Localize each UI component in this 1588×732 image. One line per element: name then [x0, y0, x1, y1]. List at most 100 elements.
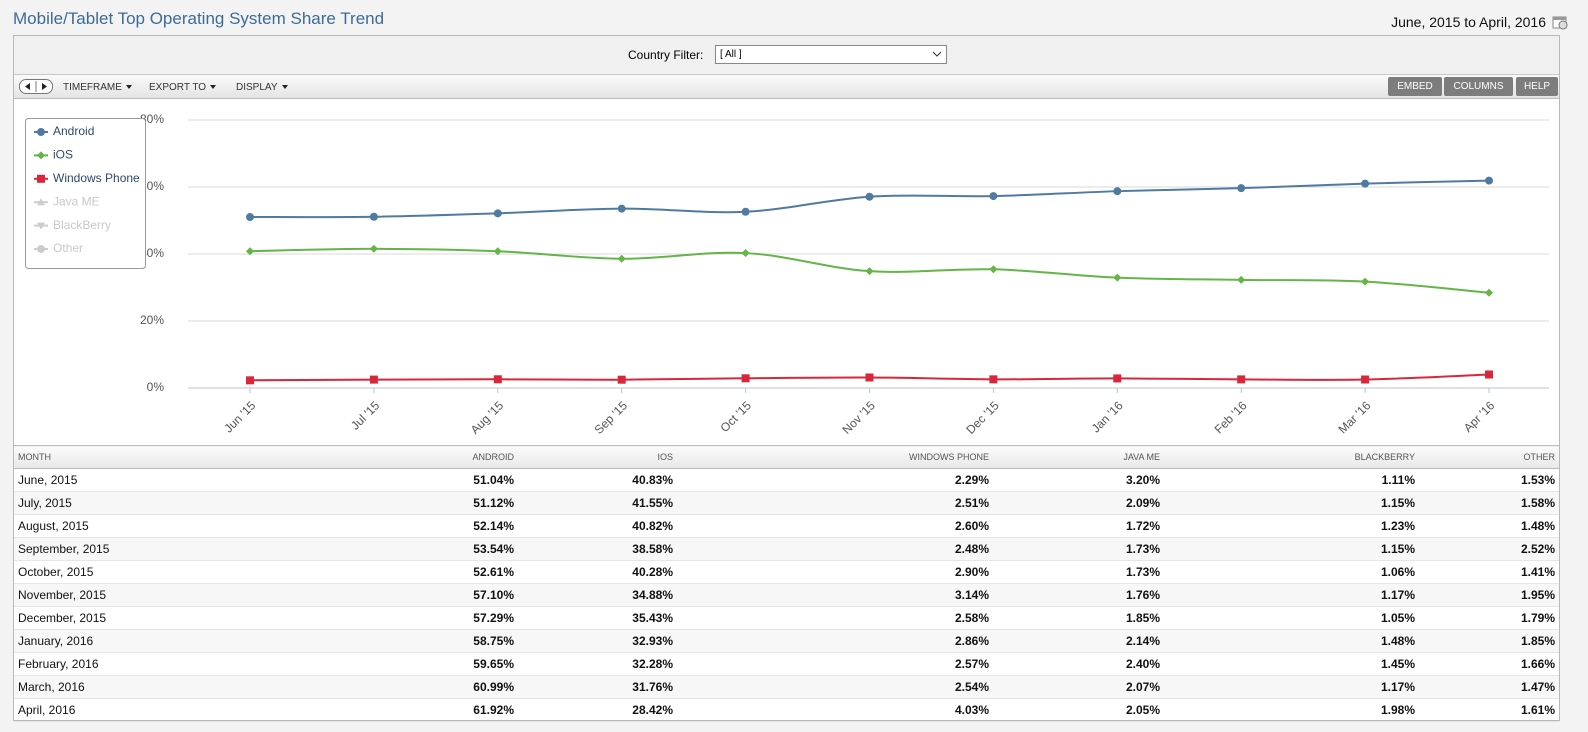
table-cell: 2.09% [993, 491, 1164, 515]
data-point [1485, 288, 1493, 297]
data-point [1237, 375, 1246, 384]
legend-label[interactable]: iOS [53, 148, 73, 162]
date-range[interactable]: June, 2015 to April, 2016 [1391, 14, 1568, 30]
table-cell: 28.42% [518, 698, 677, 722]
table-cell: 2.51% [677, 491, 993, 515]
table-row: June, 2015 51.04% 40.83% 2.29% 3.20% 1.11% 1.5… [14, 468, 1559, 492]
legend: Android iOS Windows Phone Java ME BlackBerry… [25, 118, 146, 269]
calendar-icon[interactable] [1552, 14, 1568, 30]
toolbar-button[interactable]: EMBED [1388, 77, 1442, 96]
table-row: November, 2015 57.10% 34.88% 3.14% 1.76% 1.17… [14, 583, 1559, 607]
x-tick-label: Mar '16 [1336, 398, 1374, 436]
data-point [741, 207, 750, 216]
table-cell: 1.17% [1164, 583, 1419, 607]
table-cell: 34.88% [518, 583, 677, 607]
data-point [369, 212, 378, 221]
date-range-text: June, 2015 to April, 2016 [1391, 14, 1546, 30]
table-cell: 1.73% [993, 537, 1164, 561]
table-row: August, 2015 52.14% 40.82% 2.60% 1.72% 1.23% 1… [14, 514, 1559, 538]
legend-label[interactable]: Java ME [53, 194, 100, 208]
table-cell: 32.28% [518, 652, 677, 676]
data-point [1237, 184, 1246, 193]
x-tick-label: Jun '15 [221, 398, 258, 435]
country-select[interactable]: [ All ] [715, 45, 947, 64]
table-cell: 3.14% [677, 583, 993, 607]
table-row: July, 2015 51.12% 41.55% 2.51% 2.09% 1.15% 1.5… [14, 491, 1559, 515]
x-tick-label: Oct '15 [717, 398, 754, 435]
x-tick-label: Dec '15 [963, 398, 1002, 437]
legend-label[interactable]: Windows Phone [53, 171, 140, 185]
toolbar-menu[interactable]: TIMEFRAME [63, 82, 132, 93]
data-point [1361, 375, 1370, 384]
filter-bar: Country Filter: [ All ] [14, 36, 1559, 75]
legend-label[interactable]: Android [53, 124, 94, 138]
table-cell: 2.86% [677, 629, 993, 653]
toolbar-button[interactable]: COLUMNS [1444, 77, 1513, 96]
table-row: October, 2015 52.61% 40.28% 2.90% 1.73% 1.06%… [14, 560, 1559, 584]
data-point [493, 375, 502, 384]
legend-label[interactable]: BlackBerry [53, 218, 111, 232]
toolbar-button[interactable]: HELP [1516, 77, 1558, 96]
table-cell: September, 2015 [14, 537, 314, 561]
table-cell: 1.11% [1164, 468, 1419, 492]
data-point [369, 244, 378, 253]
column-header[interactable]: ANDROID [314, 445, 518, 469]
legend-marker [37, 222, 45, 230]
table-cell: August, 2015 [14, 514, 314, 538]
x-tick-label: Nov '15 [839, 398, 878, 437]
page-title: Mobile/Tablet Top Operating System Share… [13, 9, 385, 28]
y-tick-label: 20% [140, 313, 164, 327]
table-cell: 1.98% [1164, 698, 1419, 722]
x-tick-label: Sep '15 [592, 398, 631, 437]
table-cell: 52.14% [314, 514, 518, 538]
data-point [369, 375, 378, 384]
legend-marker [37, 174, 45, 183]
table-cell: 2.58% [677, 606, 993, 630]
data-point [1361, 277, 1370, 286]
column-header[interactable]: MONTH [14, 445, 314, 469]
table-cell: 2.60% [677, 514, 993, 538]
table-cell: 2.48% [677, 537, 993, 561]
chart: 0% 20% 40% 60% 80% Jun '15 Jul '15 Aug '15 Sep '… [25, 112, 1549, 437]
data-point [1361, 179, 1370, 188]
data-point [1485, 370, 1493, 379]
x-tick-label: Feb '16 [1212, 398, 1250, 436]
column-header[interactable]: IOS [518, 445, 677, 469]
legend-label[interactable]: Other [53, 241, 83, 255]
table-cell: 3.20% [993, 468, 1164, 492]
table-cell: 1.17% [1164, 675, 1419, 699]
column-header[interactable]: BLACKBERRY [1164, 445, 1419, 469]
data-point [617, 254, 626, 263]
select-caret [932, 51, 942, 57]
table-cell: 57.29% [314, 606, 518, 630]
table-cell: March, 2016 [14, 675, 314, 699]
table-cell: December, 2015 [14, 606, 314, 630]
toolbar-menu[interactable]: EXPORT TO [149, 82, 216, 93]
table-cell: 1.41% [1419, 560, 1559, 584]
column-header[interactable]: WINDOWS PHONE [677, 445, 993, 469]
table-cell: 2.57% [677, 652, 993, 676]
legend-marker [37, 151, 45, 160]
data-point [1113, 187, 1122, 196]
nav-arrows[interactable] [19, 79, 53, 94]
table-cell: 31.76% [518, 675, 677, 699]
table-cell: 38.58% [518, 537, 677, 561]
legend-marker [37, 128, 45, 136]
toolbar-menu[interactable]: DISPLAY [236, 82, 288, 93]
table-cell: 2.29% [677, 468, 993, 492]
table-cell: 1.66% [1419, 652, 1559, 676]
table-cell: 57.10% [314, 583, 518, 607]
table-cell: 1.73% [993, 560, 1164, 584]
x-tick-label: Apr '16 [1461, 398, 1498, 435]
column-header[interactable]: OTHER [1419, 445, 1559, 469]
x-tick-label: Aug '15 [468, 398, 507, 437]
data-point [246, 213, 254, 222]
data-point [493, 209, 502, 218]
table-cell: 51.12% [314, 491, 518, 515]
table-cell: 51.04% [314, 468, 518, 492]
data-table: MONTH ANDROID IOS WINDOWS PHONE JAVA ME BLACK… [14, 445, 1559, 722]
table-cell: 1.06% [1164, 560, 1419, 584]
column-header[interactable]: JAVA ME [993, 445, 1164, 469]
data-point [617, 375, 626, 384]
table-cell: 2.90% [677, 560, 993, 584]
